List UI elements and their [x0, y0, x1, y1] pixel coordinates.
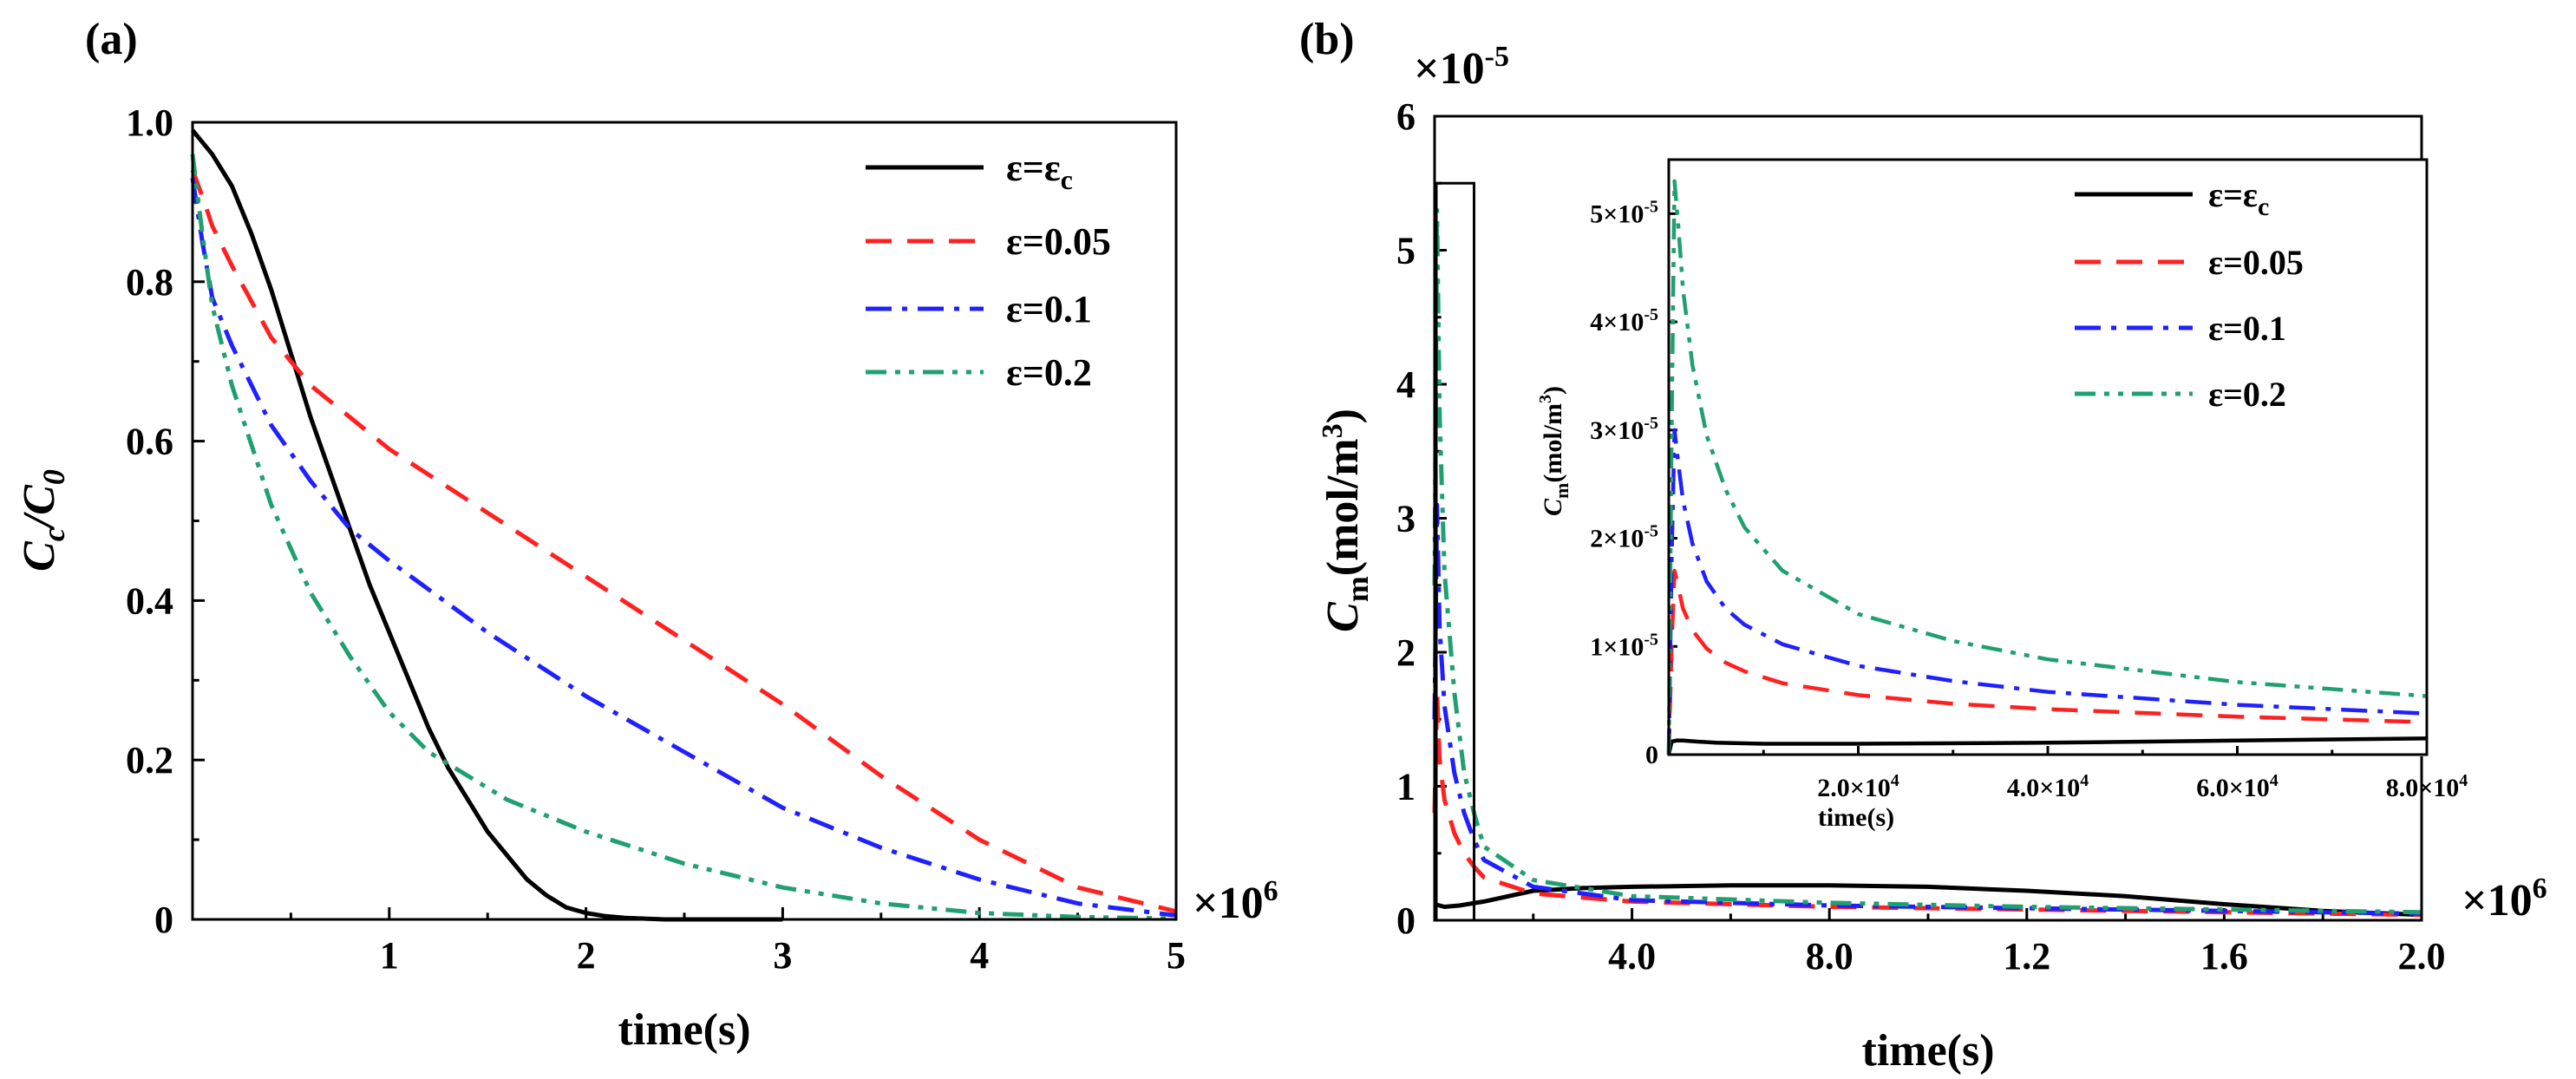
inset-background [1665, 160, 2429, 756]
panel-b-y-multiplier-exp: -5 [1485, 41, 1509, 73]
panel-a-x-axis-title: time(s) [618, 1005, 750, 1055]
inset-series-2 [1666, 428, 2428, 755]
inset-ytick-label-0: 0 [1645, 741, 1658, 769]
panel-b-ticks: 4.0 8.0 1.2 1.6 2.0 0 1 2 3 4 5 6 [1396, 95, 2446, 978]
inset-series-3 [1666, 179, 2428, 755]
inset-series-0 [1666, 736, 2428, 755]
panel-a-xtick-label-2: 3 [773, 934, 792, 977]
inset-xtick-label-1: 4.0×104 [2007, 771, 2089, 802]
panel-b-series-3 [1432, 207, 2422, 915]
panel-b-x-multiplier-exp: 6 [2533, 873, 2547, 905]
panel-b-series-0 [1434, 883, 2422, 918]
panel-b-ytick-label-3: 3 [1396, 498, 1415, 540]
inset-series-1 [1666, 568, 2428, 755]
legend-label-eps-02: ε=0.2 [1006, 351, 1092, 394]
panel-b-xtick-label-1: 8.0 [1806, 935, 1854, 978]
panel-b-ytick-label-1: 1 [1396, 766, 1415, 808]
panel-a-ytick-label-2: 0.4 [126, 579, 173, 622]
svg-text:×10-5: ×10-5 [1414, 41, 1509, 94]
panel-a-xtick-label-3: 4 [970, 934, 989, 977]
panel-b-ytick-label-2: 2 [1396, 631, 1415, 674]
panel-b-xtick-label-3: 1.6 [2200, 935, 2248, 978]
legend-label-eps-01: ε=0.1 [1006, 288, 1092, 330]
panel-b-series [1432, 207, 2422, 918]
panel-a-ytick-label-0: 0 [154, 899, 173, 941]
inset-ytick-label-5: 5×10-5 [1590, 197, 1658, 228]
panel-a-series-0 [191, 128, 783, 922]
inset-xtick-label-3: 8.0×104 [2386, 771, 2468, 802]
panel-a-ytick-label-1: 0.2 [126, 739, 173, 781]
panel-a-series-3 [190, 154, 1177, 921]
inset-ytick-label-1: 1×10-5 [1590, 630, 1658, 661]
inset-xtick-label-0: 2.0×104 [1817, 771, 1899, 802]
panel-b-series-2 [1432, 502, 2422, 916]
inset-ytick-label-3: 3×10-5 [1590, 414, 1658, 445]
legend-label-eps-c: ε=εc [1006, 147, 1073, 195]
panel-a-x-multiplier-exp: 6 [1264, 875, 1278, 907]
panel-a-ytick-label-4: 0.8 [126, 261, 173, 304]
panel-b-ytick-label-6: 6 [1396, 95, 1415, 138]
panel-b-y-multiplier: ×10 [1414, 44, 1485, 94]
panel-b-x-multiplier: ×10 [2462, 876, 2533, 925]
inset-ytick-label-4: 4×10-5 [1590, 305, 1658, 337]
panel-a-xtick-label-0: 1 [380, 934, 399, 977]
legend-label-eps-005: ε=0.05 [1006, 220, 1111, 263]
panel-a: (a) 1 2 3 4 5 0 0.2 0.4 0.6 0.8 1.0 ×106 time(s) C… [15, 15, 1278, 1055]
panel-b-ytick-label-5: 5 [1396, 230, 1415, 272]
panel-b-label: (b) [1299, 15, 1355, 64]
panel-a-xtick-label-1: 2 [577, 934, 596, 977]
panel-b-xtick-label-2: 1.2 [2003, 935, 2050, 978]
panel-b-xtick-label-0: 4.0 [1608, 935, 1656, 978]
panel-a-series-1 [190, 169, 1177, 914]
svg-text:×106: ×106 [1193, 875, 1278, 928]
panel-b-ytick-label-0: 0 [1396, 899, 1415, 942]
panel-a-xtick-label-4: 5 [1167, 934, 1186, 977]
panel-a-plot-frame [191, 121, 1178, 921]
inset-legend-label-eps-c: ε=εc [2208, 175, 2269, 221]
inset-series [1666, 179, 2428, 755]
panel-a-series [190, 128, 1177, 922]
panel-a-legend: ε=εc ε=0.05 ε=0.1 ε=0.2 [866, 147, 1111, 394]
panel-b-y-axis-title: Cm(mol/m3) [1317, 409, 1375, 632]
inset-plot-frame [1667, 158, 2429, 756]
panel-a-ytick-label-5: 1.0 [126, 101, 173, 144]
panel-b-series-1 [1432, 690, 2422, 918]
panel-b-zoom-box [1435, 181, 1476, 922]
panel-b-inset: 2.0×104 4.0×104 6.0×104 8.0×104 0 1×10-5 2×10-… [1536, 158, 2468, 832]
panel-b-xtick-label-4: 2.0 [2398, 935, 2446, 978]
inset-legend-label-eps-01: ε=0.1 [2208, 309, 2286, 348]
inset-x-axis-title: time(s) [1818, 803, 1894, 832]
inset-legend-label-eps-02: ε=0.2 [2208, 375, 2286, 414]
panel-a-ticks: 1 2 3 4 5 0 0.2 0.4 0.6 0.8 1.0 [126, 101, 1186, 977]
inset-ytick-label-2: 2×10-5 [1590, 522, 1658, 553]
panel-a-ytick-label-3: 0.6 [126, 421, 173, 463]
panel-a-x-multiplier: ×10 [1193, 879, 1264, 928]
panel-a-y-axis-title: Cc/C0 [15, 469, 71, 572]
panel-a-series-2 [190, 177, 1177, 918]
svg-text:×106: ×106 [2462, 873, 2547, 925]
panel-b-ytick-label-4: 4 [1396, 363, 1415, 406]
panel-a-label: (a) [85, 15, 138, 64]
inset-y-axis-title: Cm(mol/m3) [1536, 386, 1572, 516]
panel-b-x-axis-title: time(s) [1861, 1026, 1994, 1076]
inset-legend: ε=εc ε=0.05 ε=0.1 ε=0.2 [2075, 175, 2304, 414]
inset-legend-label-eps-005: ε=0.05 [2208, 243, 2304, 282]
inset-xtick-label-2: 6.0×104 [2196, 771, 2279, 802]
